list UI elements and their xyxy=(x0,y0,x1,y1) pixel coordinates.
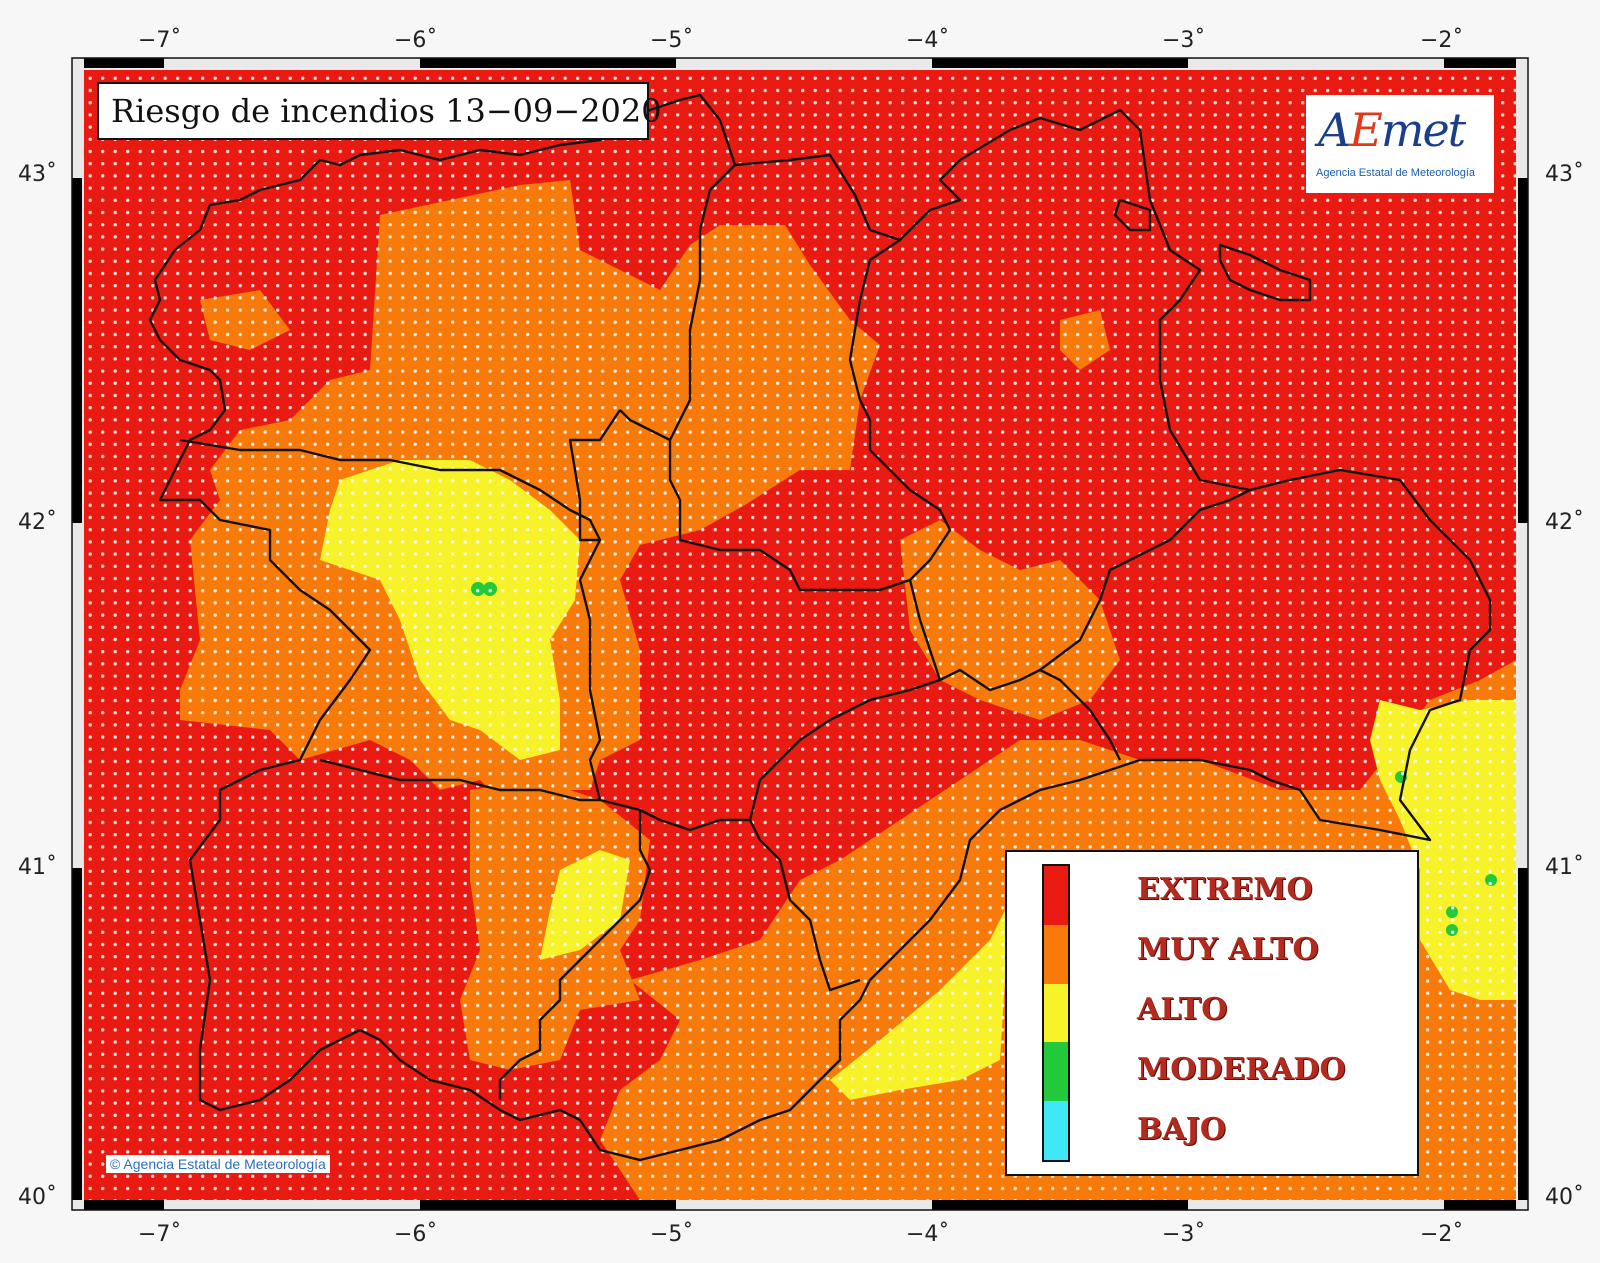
frame-bar xyxy=(1518,868,1528,1200)
frame-outline xyxy=(71,57,1529,1211)
lon-tick-bottom: −5˚ xyxy=(650,1222,694,1247)
legend-label-alto: ALTO xyxy=(1137,992,1228,1027)
legend-label-bajo: BAJO xyxy=(1137,1112,1226,1147)
frame-bar xyxy=(84,1200,164,1210)
region-outline xyxy=(148,93,1492,1162)
province-border xyxy=(568,409,621,801)
province-border xyxy=(748,668,1122,821)
legend-swatch-extremo xyxy=(1044,866,1068,925)
lat-tick-right: 41˚ xyxy=(1545,855,1584,880)
lon-tick-top: −4˚ xyxy=(906,28,950,53)
copyright-credit: © Agencia Estatal de Meteorología xyxy=(106,1155,330,1173)
province-border xyxy=(668,164,952,592)
lon-tick-bottom: −6˚ xyxy=(394,1222,438,1247)
frame-bar xyxy=(1444,1200,1516,1210)
legend-label-moderado: MODERADO xyxy=(1137,1052,1346,1087)
frame-bar xyxy=(72,868,82,1200)
aemet-logo-mark: AEmet xyxy=(1318,103,1466,157)
frame-bar xyxy=(420,1200,676,1210)
enclave-border xyxy=(1113,198,1152,232)
lat-tick-right: 42˚ xyxy=(1545,510,1584,535)
lat-tick-right: 40˚ xyxy=(1545,1185,1584,1210)
map-title: Riesgo de incendios 13−09−2020 xyxy=(111,92,662,130)
province-border xyxy=(319,758,750,832)
province-border xyxy=(748,819,861,992)
legend-swatch-moderado xyxy=(1044,1042,1068,1102)
frame-bar xyxy=(84,58,164,68)
lon-tick-bottom: −2˚ xyxy=(1420,1222,1464,1247)
lon-tick-top: −7˚ xyxy=(138,28,182,53)
province-border xyxy=(179,438,602,541)
lat-tick-left: 41˚ xyxy=(18,855,57,880)
province-border xyxy=(1039,488,1251,671)
map-title-box: Riesgo de incendios 13−09−2020 xyxy=(97,82,662,140)
legend-swatch-muy-alto xyxy=(1044,924,1068,984)
risk-legend: EXTREMO MUY ALTO ALTO MODERADO BAJO xyxy=(1005,850,1419,1176)
lat-tick-right: 43˚ xyxy=(1545,162,1584,187)
aemet-logo-subtitle: Agencia Estatal de Meteorología xyxy=(1316,167,1475,179)
province-border xyxy=(619,409,671,442)
lon-tick-top: −3˚ xyxy=(1162,28,1206,53)
legend-label-extremo: EXTREMO xyxy=(1137,872,1313,907)
frame-bar xyxy=(1518,178,1528,523)
province-border xyxy=(908,579,942,681)
lat-tick-left: 40˚ xyxy=(18,1185,57,1210)
frame-bar xyxy=(1444,58,1516,68)
frame-bar xyxy=(932,1200,1188,1210)
lat-tick-left: 43˚ xyxy=(18,162,57,187)
region-borders xyxy=(148,93,1492,1162)
lon-tick-bottom: −7˚ xyxy=(138,1222,182,1247)
province-border xyxy=(498,810,652,1100)
lon-tick-bottom: −4˚ xyxy=(906,1222,950,1247)
lat-tick-left: 42˚ xyxy=(18,510,57,535)
legend-color-bar xyxy=(1042,864,1070,1162)
lon-tick-top: −2˚ xyxy=(1420,28,1464,53)
legend-swatch-bajo xyxy=(1044,1101,1068,1160)
frame-bar xyxy=(932,58,1188,68)
enclave-border xyxy=(1218,243,1312,302)
lon-tick-bottom: −3˚ xyxy=(1162,1222,1206,1247)
legend-label-muy-alto: MUY ALTO xyxy=(1137,932,1319,967)
frame-bar xyxy=(420,58,676,68)
lon-tick-top: −5˚ xyxy=(650,28,694,53)
frame-bar xyxy=(72,178,82,523)
lon-tick-top: −6˚ xyxy=(394,28,438,53)
aemet-logo: AEmet Agencia Estatal de Meteorología xyxy=(1306,95,1494,193)
legend-swatch-alto xyxy=(1044,983,1068,1043)
